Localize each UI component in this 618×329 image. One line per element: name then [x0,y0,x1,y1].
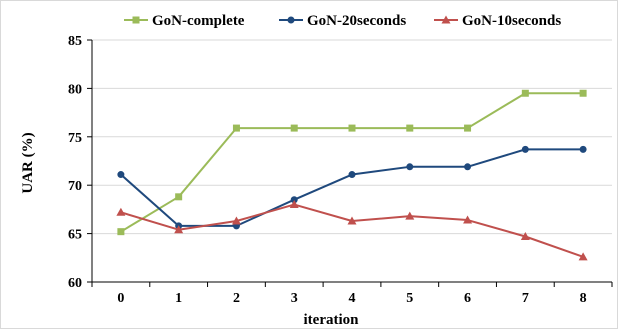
x-tick-label: 4 [349,291,356,306]
data-point [464,124,472,132]
y-tick-label: 70 [68,179,82,194]
y-tick-label: 85 [68,34,82,49]
data-point [290,196,298,204]
axes [87,39,613,287]
legend-swatch-marker [132,16,140,24]
x-tick-label: 2 [233,291,240,306]
y-axis-label: UAR (%) [20,132,36,193]
series-line [120,148,584,227]
data-point [579,89,587,97]
y-tick-label: 80 [68,82,82,97]
legend-label: GoN-10seconds [462,13,561,29]
legend-swatch-marker [441,15,451,24]
legend-item: GoN-10seconds [434,13,561,29]
data-point [405,211,415,220]
data-point [289,200,299,209]
data-point [232,124,240,132]
x-tick-label: 6 [464,291,471,306]
legend-swatch-marker [287,16,295,24]
data-point [578,252,588,261]
data-point [116,207,126,216]
data-point [117,228,125,236]
legend-item: GoN-20seconds [279,13,406,29]
data-point [347,216,357,225]
x-tick-label: 0 [117,291,124,306]
data-point [463,215,473,224]
x-tick-label: 5 [406,291,413,306]
x-tick-label: 1 [175,291,182,306]
data-point [231,216,241,225]
legend-item: GoN-complete [124,13,245,29]
y-tick-label: 75 [68,131,82,146]
data-point [464,163,472,171]
legend-label: GoN-20seconds [307,13,406,29]
data-point [520,232,530,241]
data-point [290,124,298,132]
data-point [406,124,414,132]
y-tick-label: 65 [68,228,82,243]
data-point [174,225,184,234]
data-point [579,145,587,153]
x-tick-labels: 0 1 2 3 4 5 6 7 8 [117,291,586,306]
legend: GoN-complete GoN-20seconds GoN-10seconds [124,13,561,29]
gridlines [92,39,612,235]
x-tick-label: 7 [522,291,529,306]
series-line [120,203,584,258]
x-axis-label: iteration [304,312,360,328]
y-tick-label: 60 [68,276,82,291]
data-point [406,163,414,171]
series-GoN-complete [117,89,587,236]
series-GoN-10seconds [116,200,588,261]
data-point [175,193,183,201]
data-point [348,171,356,179]
legend-label: GoN-complete [152,13,245,29]
data-point [521,145,529,153]
x-tick-label: 3 [291,291,298,306]
series-layer [116,89,588,261]
series-line [120,92,584,233]
data-point [521,89,529,97]
data-point [117,171,125,179]
y-tick-labels: 60 65 70 75 80 85 [68,34,82,291]
x-tick-label: 8 [580,291,587,306]
data-point [348,124,356,132]
